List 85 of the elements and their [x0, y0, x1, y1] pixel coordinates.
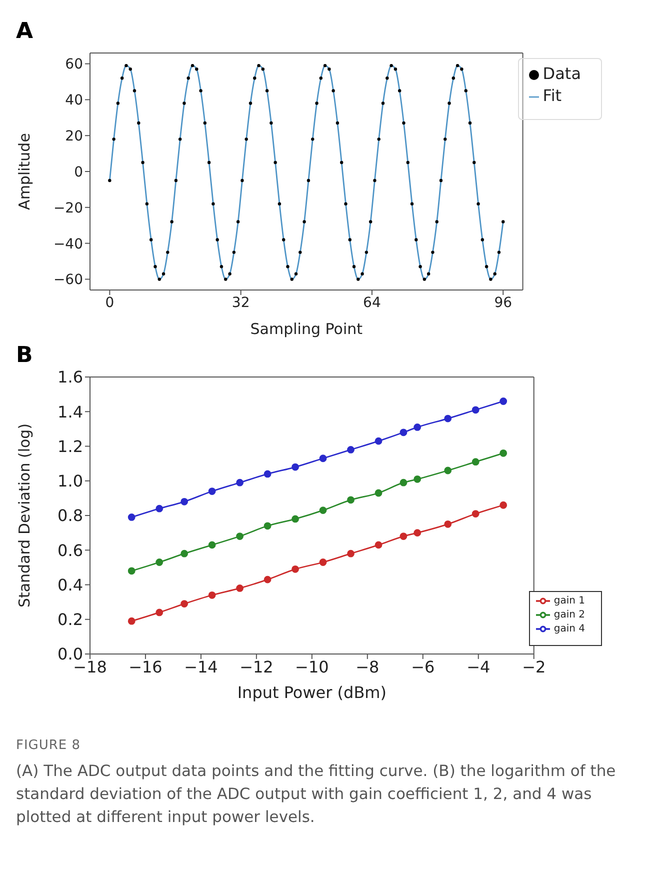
y-tick-label: 0.2 [58, 610, 83, 630]
x-tick-label: −8 [356, 657, 380, 676]
x-tick-label: −14 [184, 657, 218, 676]
point [374, 437, 382, 445]
x-tick-label: −12 [240, 657, 274, 676]
point [444, 520, 452, 528]
point [347, 496, 354, 504]
point [472, 458, 480, 466]
point [264, 576, 272, 584]
legend-label: gain 2 [554, 610, 585, 621]
point [236, 532, 244, 540]
point [400, 428, 408, 436]
point [414, 475, 422, 483]
point [374, 541, 382, 549]
y-tick-label: 0.6 [58, 540, 83, 560]
point [156, 558, 164, 566]
point [400, 478, 408, 486]
y-tick-label: 1.2 [58, 436, 83, 456]
point [500, 501, 508, 509]
point [374, 489, 382, 497]
point [292, 515, 299, 523]
point [444, 414, 452, 422]
point [414, 424, 422, 431]
y-tick-label: 1.0 [58, 472, 83, 491]
point [292, 565, 299, 573]
x-tick-label: −16 [128, 657, 162, 676]
point [236, 584, 244, 592]
y-tick-label: 0.4 [58, 575, 83, 594]
point [347, 446, 354, 454]
point [319, 558, 327, 566]
point [472, 510, 480, 518]
y-tick-label: 60 [65, 56, 83, 73]
x-tick-label: −6 [411, 657, 435, 676]
point [500, 398, 508, 405]
legend-label: gain 4 [554, 624, 585, 635]
point [347, 550, 354, 558]
point [264, 470, 272, 478]
point [236, 478, 244, 486]
point [180, 498, 188, 506]
x-tick-label: 0 [105, 294, 114, 311]
y-tick-label: −60 [53, 272, 83, 288]
point [444, 466, 452, 474]
legend-label: Data [542, 64, 581, 83]
point [208, 591, 216, 599]
x-axis-title: Input Power (dBm) [237, 683, 387, 702]
x-tick-label: −10 [295, 657, 329, 676]
point [156, 504, 164, 512]
point [208, 541, 216, 549]
point [156, 608, 164, 616]
y-tick-label: 1.4 [58, 402, 83, 422]
chart-title: B [16, 343, 34, 368]
y-tick-label: 0 [74, 164, 83, 180]
point [180, 550, 188, 558]
caption: FIGURE 8 [16, 737, 82, 755]
x-tick-label: −2 [522, 657, 546, 676]
point [128, 567, 136, 575]
y-tick-label: 0.8 [58, 506, 83, 526]
point [414, 529, 422, 537]
y-tick-label: 40 [65, 92, 83, 109]
y-tick-label: −20 [53, 200, 83, 216]
point [400, 532, 408, 540]
x-axis-title: Sampling Point [250, 320, 363, 338]
chart-title: A [16, 19, 34, 44]
point [472, 406, 480, 414]
point [208, 488, 216, 495]
point [128, 617, 136, 625]
legend-label: gain 1 [554, 596, 585, 607]
x-tick-label: −4 [466, 657, 490, 676]
text: (A) The ADC output data points and the fitting curve. (B) the logarithm of the standard deviation of the ADC output with gain coefficient 1, 2, and 4 was plotted at different input power levels. [16, 761, 617, 828]
point [500, 449, 508, 457]
point [128, 514, 136, 521]
point [292, 463, 299, 471]
x-tick-label: 32 [232, 294, 250, 311]
y-axis-title: Standard Deviation (log) [15, 423, 34, 608]
y-tick-label: −40 [53, 236, 83, 252]
y-tick-label: 20 [65, 128, 83, 145]
point [319, 454, 327, 462]
x-tick-label: 64 [363, 294, 381, 311]
point [180, 600, 188, 608]
point [319, 506, 327, 514]
legend-label: Fit [542, 86, 562, 105]
x-tick-label: 96 [494, 294, 512, 311]
y-tick-label: 1.6 [58, 368, 83, 387]
point [264, 522, 272, 530]
y-axis-title: Amplitude [15, 133, 34, 210]
